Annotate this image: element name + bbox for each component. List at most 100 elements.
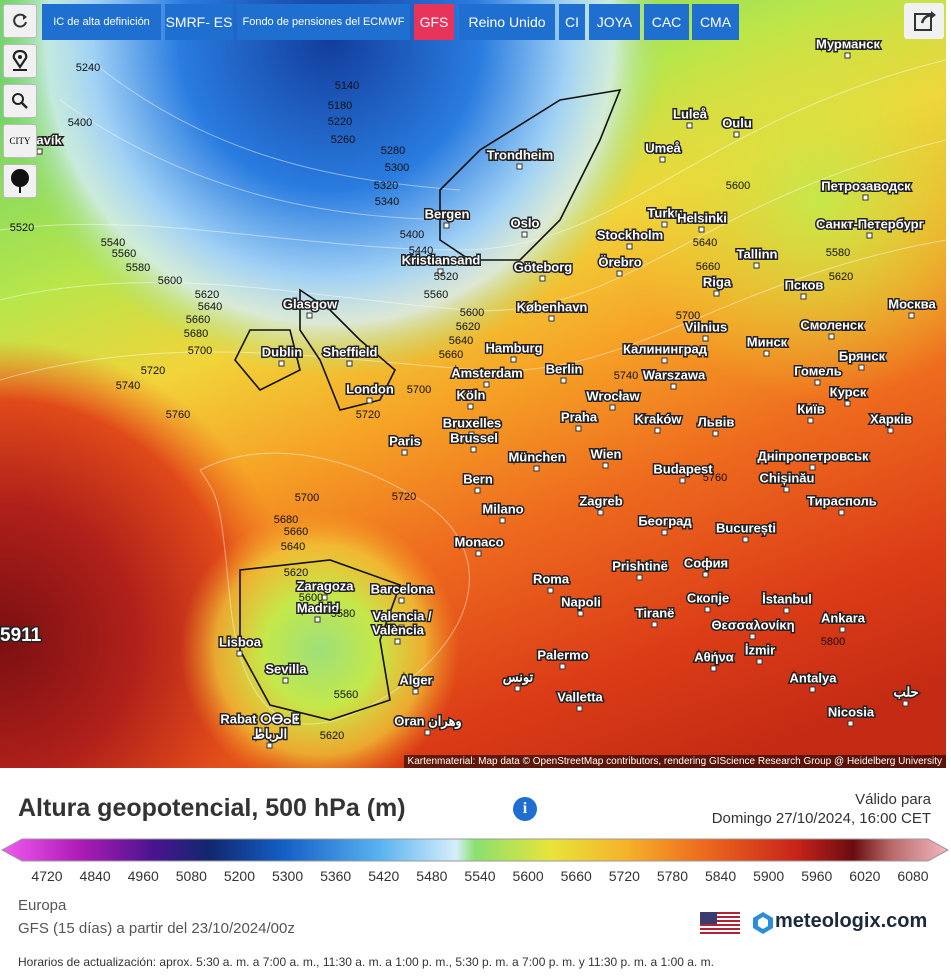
toolbar-button[interactable]: Fondo de pensiones del ECMWF xyxy=(237,4,410,40)
city-label: Tallinn xyxy=(737,246,778,261)
contour-label: 5720 xyxy=(392,491,416,503)
colorbar-tick-label: 5200 xyxy=(223,868,256,884)
contour-label: 5620 xyxy=(284,567,308,579)
city-label: Göteborg xyxy=(514,259,573,274)
city-marker xyxy=(749,633,756,640)
city-marker xyxy=(401,449,408,456)
city-marker xyxy=(514,685,521,692)
city-label: Madrid xyxy=(297,600,340,615)
city-marker xyxy=(576,705,583,712)
city-label: Калининград xyxy=(623,341,708,356)
toolbar-button[interactable]: SMRF- ES xyxy=(165,4,233,40)
city-label: Zagreb xyxy=(579,493,622,508)
city-marker xyxy=(756,658,763,665)
city-marker xyxy=(713,290,720,297)
city-label: Ankara xyxy=(821,610,866,625)
toolbar-button[interactable]: GFS xyxy=(414,4,454,40)
city-marker xyxy=(710,665,717,672)
city-label: Brussel xyxy=(450,430,498,445)
city-marker xyxy=(908,312,915,319)
contour-label: 5560 xyxy=(112,248,136,260)
city-label: Amsterdam xyxy=(451,365,523,380)
toolbar-button[interactable]: CAC xyxy=(644,4,689,40)
city-marker xyxy=(467,403,474,410)
city-label: København xyxy=(517,299,588,314)
city-label: İzmir xyxy=(745,642,775,657)
contour-label: 5220 xyxy=(328,116,352,128)
contour-label: 5340 xyxy=(375,196,399,208)
toolbar-button[interactable]: Reino Unido xyxy=(459,4,555,40)
contour-label: 5580 xyxy=(826,247,850,259)
contour-label: 5620 xyxy=(195,289,219,301)
toolbar-button[interactable]: CMA xyxy=(692,4,739,40)
city-label: Prishtinë xyxy=(612,558,668,573)
city-label: Roma xyxy=(533,571,570,586)
valid-label: Válido para xyxy=(855,791,931,808)
contour-label: 5760 xyxy=(166,409,190,421)
city-marker xyxy=(814,379,821,386)
city-label: Тирасполь xyxy=(807,493,877,508)
contour-label: 5520 xyxy=(434,271,458,283)
city-marker xyxy=(753,262,760,269)
contour-label: 5580 xyxy=(126,262,150,274)
city-label: Kristiansand xyxy=(402,252,481,267)
city-label: London xyxy=(346,381,394,396)
max-label: 5911 xyxy=(0,625,42,646)
colorbar-tick-label: 5900 xyxy=(753,868,785,884)
city-marker xyxy=(577,610,584,617)
city-marker xyxy=(698,226,705,233)
city-label: Харків xyxy=(870,411,912,426)
colorbar-tick-label: 6080 xyxy=(897,868,929,884)
colorbar-tick-label: 5600 xyxy=(512,868,544,884)
city-label: Oran وهران xyxy=(394,713,461,729)
city-label: Гомель xyxy=(794,363,842,378)
contour-label: 5600 xyxy=(158,275,182,287)
info-button[interactable]: i xyxy=(513,797,537,821)
location-button[interactable] xyxy=(3,44,37,78)
city-label: Львів xyxy=(698,414,735,429)
city-label: Wrocław xyxy=(586,388,640,403)
city-marker xyxy=(398,624,405,631)
city-label: București xyxy=(716,520,776,535)
city-marker xyxy=(654,427,661,434)
toolbar-button[interactable]: IC de alta definición xyxy=(42,4,161,40)
contour-label: 5660 xyxy=(696,261,720,273)
city-label: Trondheim xyxy=(487,147,553,162)
colorbar xyxy=(0,838,950,862)
city-label: Luleå xyxy=(673,106,708,121)
city-label: Курск xyxy=(830,384,867,399)
region: Europa xyxy=(18,897,67,914)
toolbar-button[interactable]: CI xyxy=(559,4,585,40)
city-label: Мурманск xyxy=(816,36,880,51)
contour-label: 5400 xyxy=(68,117,92,129)
contour-label: 5720 xyxy=(141,365,165,377)
share-button[interactable] xyxy=(904,3,944,39)
colorbar-tick-label: 5720 xyxy=(608,868,640,884)
contour-label: 5800 xyxy=(821,636,845,648)
zoom-button[interactable] xyxy=(3,84,37,118)
city-marker xyxy=(560,377,567,384)
city-button[interactable]: CITY xyxy=(3,124,37,158)
city-marker xyxy=(807,417,814,424)
toolbar-button[interactable]: JOYA xyxy=(589,4,640,40)
contour-label: 5680 xyxy=(274,514,298,526)
colorbar-ticks: 4720 4840 4960 5080 5200 5300 5360 5420 5480 5540… xyxy=(0,868,951,888)
contour-label: 5660 xyxy=(186,314,210,326)
colorbar-tick-label: 5080 xyxy=(175,868,207,884)
city-marker xyxy=(412,688,419,695)
city-label: تونس xyxy=(503,669,534,685)
city-marker xyxy=(559,663,566,670)
city-marker xyxy=(704,606,711,613)
city-marker xyxy=(321,594,328,601)
reload-button[interactable] xyxy=(3,4,37,38)
marker-button[interactable] xyxy=(3,164,37,198)
city-marker xyxy=(862,194,869,201)
contour-label: 5600 xyxy=(299,592,323,604)
city-marker xyxy=(474,487,481,494)
flag-icon[interactable] xyxy=(700,912,740,936)
colorbar-tick-label: 5840 xyxy=(704,868,737,884)
contour-label: 5520 xyxy=(10,222,34,234)
legend-title: Altura geopotencial, 500 hPa (m) xyxy=(18,794,406,822)
city-marker xyxy=(306,312,313,319)
